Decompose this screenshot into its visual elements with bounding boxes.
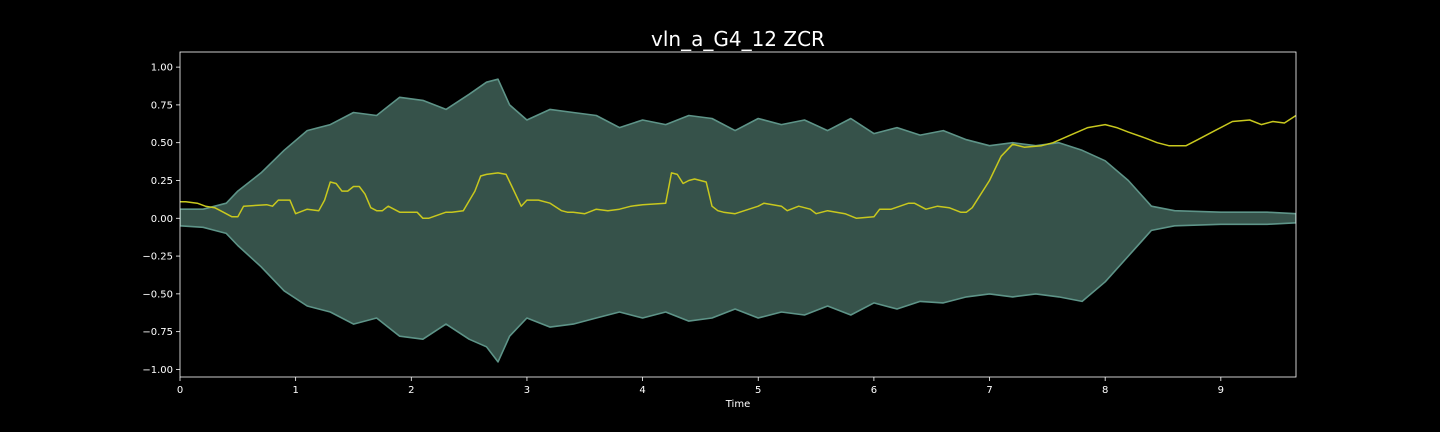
axes-frame [179,51,1297,378]
y-tick-label: 1.00 [151,63,173,74]
x-tick-label: 4 [639,385,645,396]
y-tick-label: −0.75 [142,327,173,338]
y-tick-label: 0.75 [151,100,173,111]
x-tick-label: 8 [1102,385,1108,396]
x-tick-label: 6 [871,385,877,396]
waveform-envelope [180,78,1296,363]
y-tick-label: 0.50 [151,138,173,149]
y-axis: 1.00 0.75 0.50 0.25 0.00 −0.25 −0.50 −0.75 −1.00 [142,63,180,376]
plot-area [179,51,1297,378]
y-tick-label: −0.50 [142,289,173,300]
x-tick-label: 9 [1218,385,1224,396]
y-tick-label: −1.00 [142,365,173,376]
zcr-line [180,114,1296,220]
x-tick-label: 2 [408,385,414,396]
y-tick-label: 0.25 [151,176,173,187]
x-tick-label: 7 [986,385,992,396]
x-tick-label: 5 [755,385,761,396]
x-axis-label: Time [725,399,750,410]
chart-title: vln_a_G4_12 ZCR [651,27,825,51]
x-tick-label: 0 [177,385,183,396]
x-tick-label: 1 [292,385,298,396]
x-tick-label: 3 [524,385,530,396]
x-axis: 0 1 2 3 4 5 6 7 8 9 [177,377,1224,396]
y-tick-label: −0.25 [142,252,173,263]
y-tick-label: 0.00 [151,214,173,225]
